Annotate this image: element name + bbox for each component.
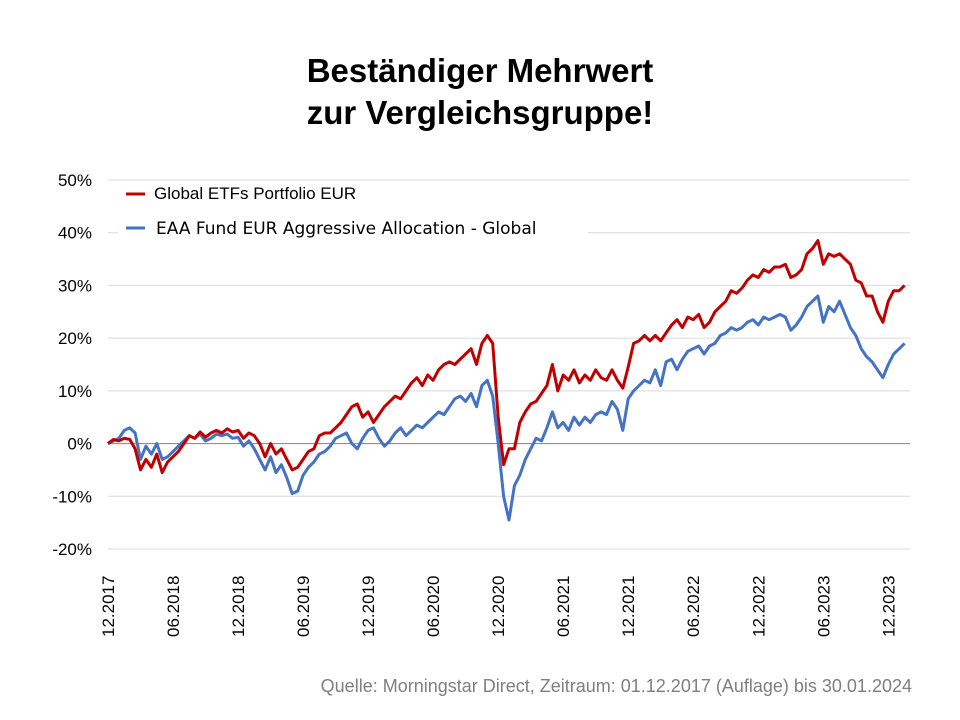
x-axis-ticks: 12.2017 06.2018 12.2018 06.2019 12.2019 06.20… [99,576,898,637]
y-tick-label: 50% [58,171,92,190]
y-tick-label: 40% [58,224,92,243]
x-tick-label: 12.2022 [749,576,768,637]
chart-title: Beständiger Mehrwert zur Vergleichsgrupp… [0,50,960,134]
y-tick-label: 20% [58,329,92,348]
y-tick-label: -10% [52,487,92,506]
x-tick-label: 12.2020 [489,576,508,637]
series-line-global-etfs [107,239,906,475]
y-tick-label: 0% [67,435,92,454]
legend-label-global-etfs: Global ETFs Portfolio EUR [154,184,356,203]
series-line-eaa-fund [107,294,906,522]
y-axis-ticks: -20% -10% 0% 10% 20% 30% 40% 50% [52,171,92,559]
y-tick-label: -20% [52,540,92,559]
x-tick-label: 12.2021 [619,576,638,637]
legend: Global ETFs Portfolio EUR EAA Fund EUR A… [118,183,588,243]
x-tick-label: 12.2019 [359,576,378,637]
y-tick-label: 10% [58,382,92,401]
x-tick-label: 06.2023 [814,576,833,637]
x-tick-label: 12.2018 [229,576,248,637]
legend-label-eaa-fund: EAA Fund EUR Aggressive Allocation - Glo… [156,219,537,239]
x-tick-label: 12.2017 [99,576,118,637]
legend-background [118,183,588,243]
x-tick-label: 06.2021 [554,576,573,637]
chart-title-line-2: zur Vergleichsgruppe! [306,94,654,131]
series-lines [107,239,906,522]
chart-title-line-1: Beständiger Mehrwert [306,52,654,89]
x-tick-label: 06.2019 [294,576,313,637]
source-note: Quelle: Morningstar Direct, Zeitraum: 01… [320,676,912,696]
x-tick-label: 06.2020 [424,576,443,637]
x-tick-label: 12.2023 [879,576,898,637]
x-tick-label: 06.2022 [684,576,703,637]
x-tick-label: 06.2018 [164,576,183,637]
y-tick-label: 30% [58,276,92,295]
